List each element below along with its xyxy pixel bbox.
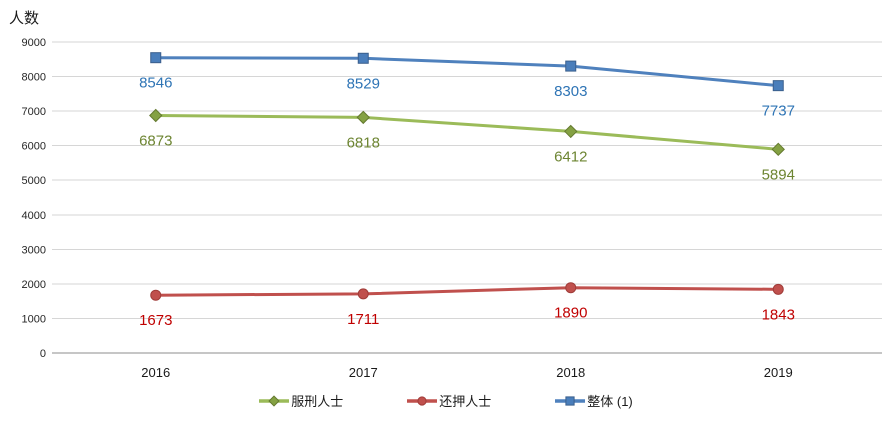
diamond-marker-icon — [771, 142, 785, 157]
data-label: 1890 — [554, 305, 587, 322]
circle-marker-icon — [417, 395, 427, 406]
y-tick-label: 2000 — [22, 279, 46, 291]
data-label: 1843 — [762, 306, 795, 323]
square-marker-icon — [565, 395, 575, 406]
legend-item-1: 服刑人士 — [259, 391, 343, 410]
legend-key-icon — [555, 395, 586, 406]
diamond-marker-icon — [564, 124, 578, 139]
y-tick-label: 3000 — [22, 244, 46, 256]
circle-marker-icon — [357, 288, 369, 300]
data-label: 1711 — [347, 311, 379, 328]
x-tick-label: 2017 — [349, 365, 378, 380]
series-line-1 — [154, 113, 780, 151]
data-label: 5894 — [762, 166, 795, 183]
x-tick-label: 2019 — [764, 365, 793, 380]
y-tick-label: 5000 — [22, 175, 46, 187]
legend-label: 还押人士 — [439, 394, 492, 409]
circle-marker-icon — [565, 282, 577, 294]
circle-marker-icon — [772, 283, 784, 295]
y-tick-label: 1000 — [22, 313, 46, 325]
y-tick-label: 0 — [40, 348, 46, 360]
data-label: 8546 — [139, 75, 172, 92]
y-tick-label: 6000 — [22, 141, 46, 153]
diamond-marker-icon — [356, 110, 370, 125]
legend-item-2: 还押人士 — [407, 391, 491, 410]
data-label: 7737 — [762, 103, 795, 120]
legend-item-3: 整体 (1) — [555, 391, 633, 410]
data-label: 8529 — [347, 75, 380, 92]
y-tick-label: 8000 — [22, 72, 46, 84]
square-marker-icon — [565, 60, 577, 72]
x-tick-label: 2018 — [556, 365, 585, 380]
data-label: 8303 — [554, 83, 587, 100]
diamond-marker-icon — [149, 108, 163, 123]
data-label: 6873 — [139, 132, 172, 149]
data-label: 1673 — [139, 312, 172, 329]
x-tick-label: 2016 — [141, 365, 170, 380]
legend-label: 整体 (1) — [587, 394, 633, 409]
series-line-2 — [154, 286, 780, 297]
legend-key-icon — [259, 394, 290, 407]
diamond-marker-icon — [268, 394, 280, 407]
square-marker-icon — [357, 52, 369, 64]
data-label: 6412 — [554, 148, 587, 165]
y-tick-label: 9000 — [22, 37, 46, 49]
y-tick-label: 7000 — [22, 106, 46, 118]
legend-key-icon — [407, 395, 438, 406]
square-marker-icon — [150, 52, 162, 64]
data-label: 6818 — [347, 134, 380, 151]
legend: 服刑人士 还押人士 整体 (1) — [0, 391, 892, 410]
square-marker-icon — [772, 80, 784, 92]
series-line-3 — [154, 56, 780, 88]
legend-label: 服刑人士 — [291, 394, 344, 409]
plot-area: 0 1000 2000 3000 4000 5000 6000 7000 8000 9000 201… — [22, 37, 882, 380]
y-tick-label: 4000 — [22, 210, 46, 222]
circle-marker-icon — [150, 289, 162, 301]
y-axis-title: 人数 — [9, 10, 40, 27]
